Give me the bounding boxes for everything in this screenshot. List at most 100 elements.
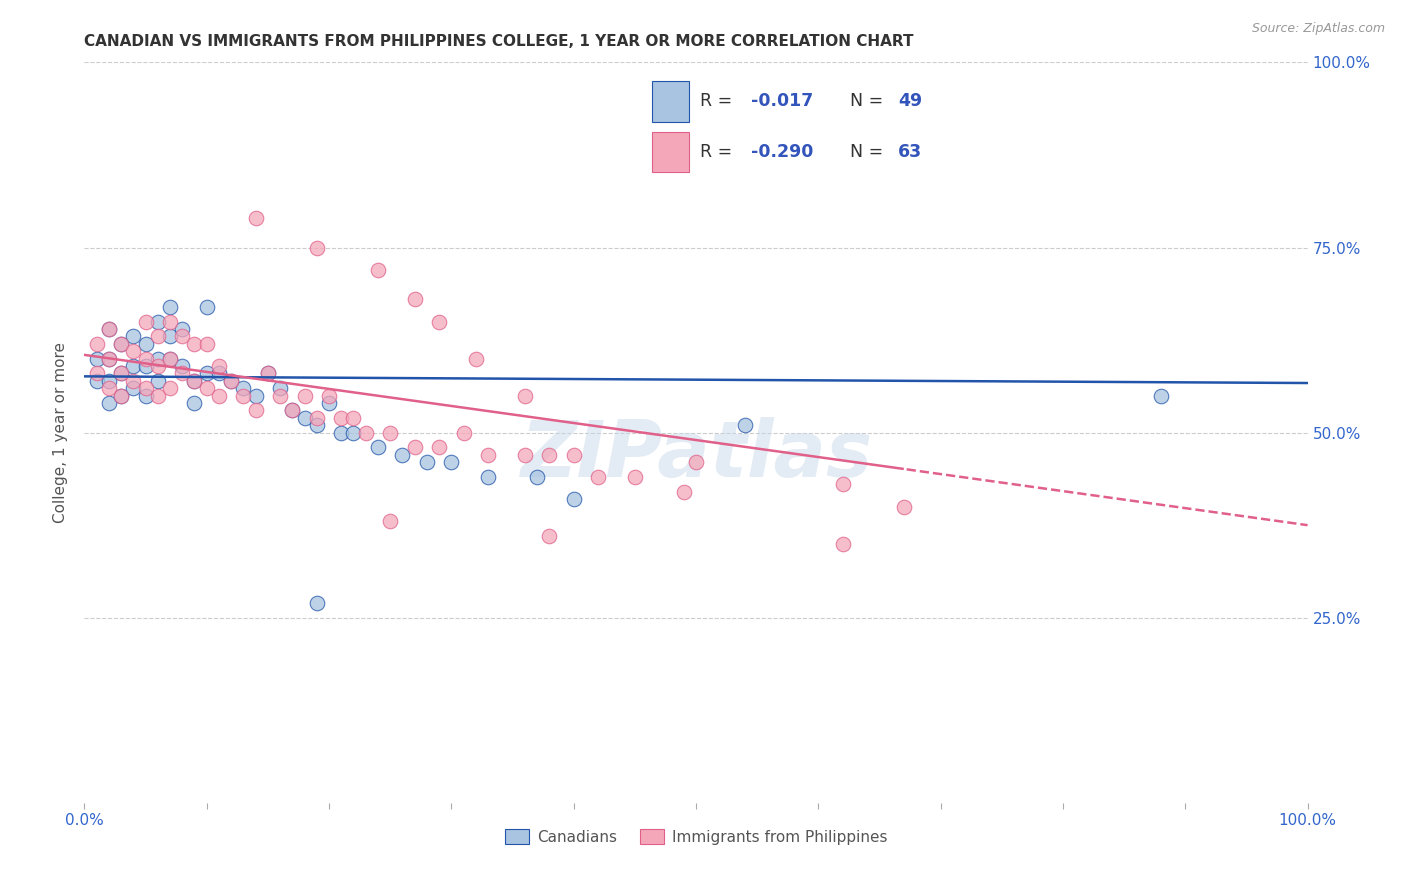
Point	[208, 359, 231, 373]
Point	[122, 344, 145, 359]
Text: ZIPatlas: ZIPatlas	[520, 417, 872, 493]
Point	[367, 441, 389, 455]
Point	[538, 448, 561, 462]
Point	[330, 410, 353, 425]
Point	[318, 388, 340, 402]
Point	[159, 300, 181, 314]
Point	[183, 374, 205, 388]
Point	[208, 388, 231, 402]
Point	[146, 374, 169, 388]
Point	[427, 314, 450, 328]
Point	[97, 374, 120, 388]
Point	[685, 455, 707, 469]
Point	[110, 367, 132, 381]
Point	[135, 351, 157, 366]
Point	[464, 351, 486, 366]
Point	[245, 388, 267, 402]
Point	[159, 329, 181, 343]
Point	[318, 396, 340, 410]
Point	[245, 211, 267, 225]
Point	[526, 470, 548, 484]
Point	[135, 359, 157, 373]
Point	[391, 448, 413, 462]
Point	[245, 403, 267, 417]
Point	[159, 314, 181, 328]
Point	[734, 418, 756, 433]
Point	[354, 425, 377, 440]
Point	[305, 596, 328, 610]
Point	[86, 367, 108, 381]
Point	[513, 388, 536, 402]
Point	[97, 381, 120, 395]
Point	[232, 381, 254, 395]
Point	[219, 374, 242, 388]
Point	[269, 388, 291, 402]
Point	[97, 351, 120, 366]
Point	[257, 367, 280, 381]
Point	[122, 329, 145, 343]
Point	[342, 410, 364, 425]
Point	[380, 425, 402, 440]
Point	[257, 367, 280, 381]
Point	[135, 381, 157, 395]
Point	[135, 336, 157, 351]
Point	[146, 359, 169, 373]
Point	[440, 455, 463, 469]
Point	[294, 410, 316, 425]
Point	[97, 351, 120, 366]
Point	[404, 441, 426, 455]
Point	[146, 351, 169, 366]
Point	[294, 388, 316, 402]
Point	[122, 359, 145, 373]
Point	[86, 336, 108, 351]
Text: CANADIAN VS IMMIGRANTS FROM PHILIPPINES COLLEGE, 1 YEAR OR MORE CORRELATION CHAR: CANADIAN VS IMMIGRANTS FROM PHILIPPINES …	[84, 34, 914, 49]
Point	[672, 484, 695, 499]
Point	[97, 396, 120, 410]
Point	[195, 367, 218, 381]
Point	[380, 515, 402, 529]
Point	[477, 470, 499, 484]
Point	[367, 262, 389, 277]
Point	[195, 300, 218, 314]
Point	[562, 448, 585, 462]
Point	[146, 388, 169, 402]
Point	[416, 455, 439, 469]
Point	[97, 322, 120, 336]
Point	[146, 314, 169, 328]
Point	[219, 374, 242, 388]
Point	[110, 336, 132, 351]
Point	[183, 374, 205, 388]
Point	[453, 425, 475, 440]
Point	[159, 351, 181, 366]
Point	[195, 381, 218, 395]
Y-axis label: College, 1 year or more: College, 1 year or more	[53, 343, 69, 523]
Point	[477, 448, 499, 462]
Point	[208, 367, 231, 381]
Point	[195, 336, 218, 351]
Point	[172, 367, 194, 381]
Point	[538, 529, 561, 543]
Point	[562, 492, 585, 507]
Legend: Canadians, Immigrants from Philippines: Canadians, Immigrants from Philippines	[499, 822, 893, 851]
Point	[831, 477, 853, 491]
Point	[97, 322, 120, 336]
Point	[404, 293, 426, 307]
Point	[122, 381, 145, 395]
Point	[427, 441, 450, 455]
Point	[172, 359, 194, 373]
Point	[110, 388, 132, 402]
Point	[281, 403, 304, 417]
Point	[159, 351, 181, 366]
Text: Source: ZipAtlas.com: Source: ZipAtlas.com	[1251, 22, 1385, 36]
Point	[305, 418, 328, 433]
Point	[269, 381, 291, 395]
Point	[586, 470, 609, 484]
Point	[330, 425, 353, 440]
Point	[122, 374, 145, 388]
Point	[135, 388, 157, 402]
Point	[110, 336, 132, 351]
Point	[831, 536, 853, 550]
Point	[86, 374, 108, 388]
Point	[183, 396, 205, 410]
Point	[232, 388, 254, 402]
